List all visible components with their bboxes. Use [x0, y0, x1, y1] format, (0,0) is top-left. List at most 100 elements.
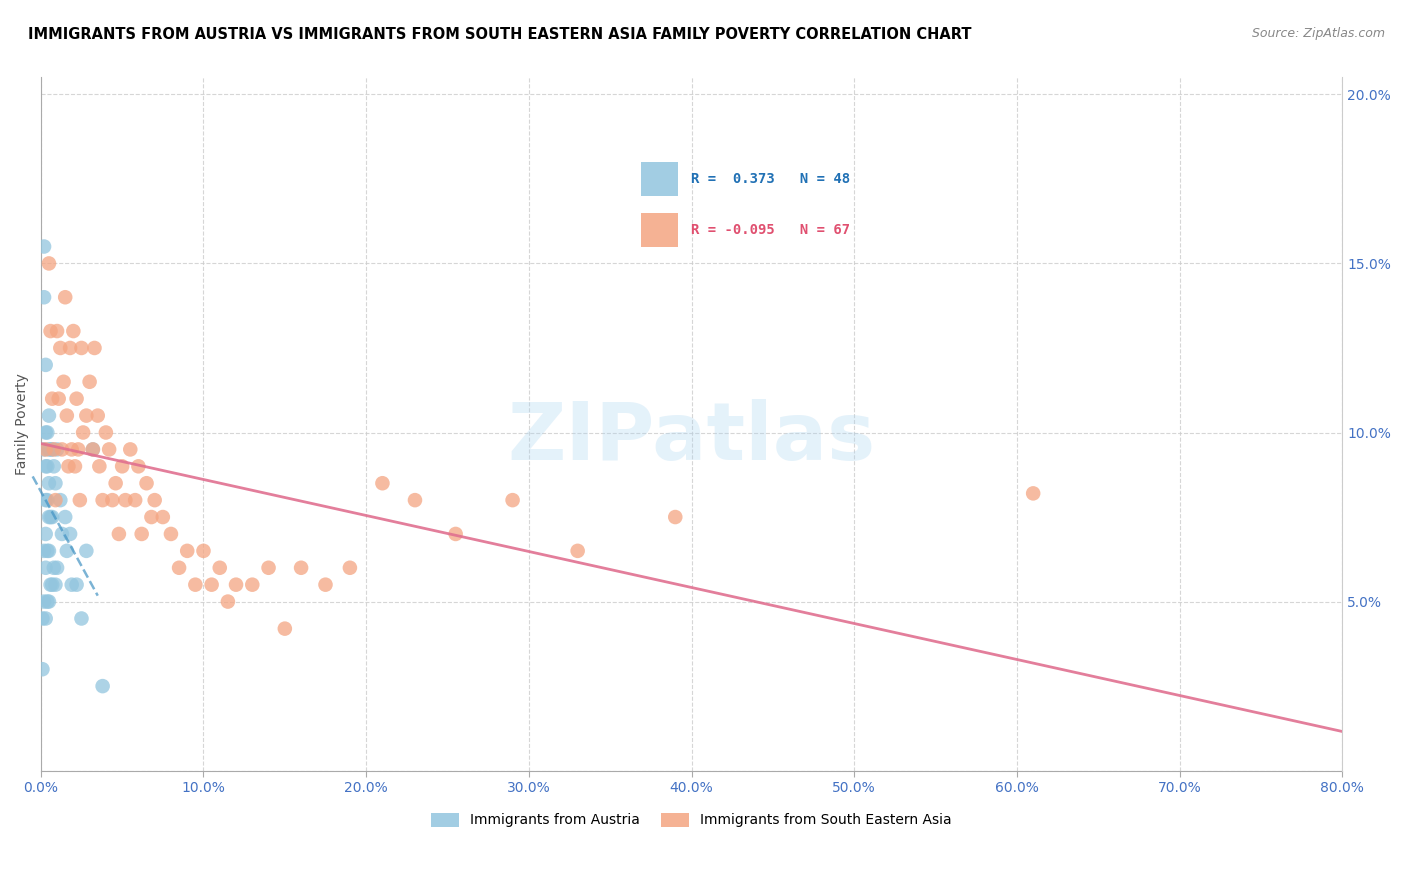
Point — [42, 442, 65, 457]
Point — [87, 409, 110, 423]
Point — [31, 611, 53, 625]
Point — [67, 442, 90, 457]
Point — [46, 561, 69, 575]
Point — [75, 544, 97, 558]
Point — [72, 425, 94, 440]
Point — [38, 510, 60, 524]
Point — [34, 527, 56, 541]
Point — [49, 341, 72, 355]
Point — [104, 476, 127, 491]
Point — [131, 527, 153, 541]
Point — [39, 577, 62, 591]
Point — [42, 459, 65, 474]
Point — [31, 662, 53, 676]
Point — [567, 544, 589, 558]
Point — [58, 459, 80, 474]
Point — [167, 561, 190, 575]
Point — [176, 544, 198, 558]
Point — [404, 493, 426, 508]
Point — [160, 527, 183, 541]
Point — [41, 442, 63, 457]
Point — [41, 392, 63, 406]
Text: ZIPatlas: ZIPatlas — [508, 399, 876, 477]
Point — [46, 442, 69, 457]
Point — [48, 392, 70, 406]
Point — [339, 561, 361, 575]
Point — [290, 561, 312, 575]
Point — [39, 324, 62, 338]
Point — [37, 459, 59, 474]
Point — [32, 442, 55, 457]
Point — [49, 493, 72, 508]
Point — [502, 493, 524, 508]
Point — [217, 594, 239, 608]
Point — [91, 493, 114, 508]
Point — [38, 442, 60, 457]
Point — [98, 442, 121, 457]
Point — [83, 341, 105, 355]
Text: R =  0.373   N = 48: R = 0.373 N = 48 — [690, 172, 851, 186]
Point — [108, 527, 131, 541]
Point — [82, 442, 104, 457]
Bar — [641, 213, 678, 247]
Point — [38, 476, 60, 491]
Point — [39, 442, 62, 457]
Point — [63, 459, 86, 474]
Point — [193, 544, 215, 558]
Point — [124, 493, 146, 508]
Point — [56, 409, 79, 423]
Y-axis label: Family Poverty: Family Poverty — [15, 373, 30, 475]
Point — [52, 375, 75, 389]
Point — [111, 459, 134, 474]
Point — [65, 577, 87, 591]
Point — [37, 425, 59, 440]
Point — [38, 544, 60, 558]
Text: Source: ZipAtlas.com: Source: ZipAtlas.com — [1251, 27, 1385, 40]
Point — [56, 544, 79, 558]
Text: R = -0.095   N = 67: R = -0.095 N = 67 — [690, 224, 851, 237]
Point — [44, 476, 66, 491]
Point — [53, 290, 76, 304]
Point — [152, 510, 174, 524]
Point — [201, 577, 224, 591]
Point — [39, 510, 62, 524]
Point — [62, 324, 84, 338]
Point — [59, 527, 82, 541]
Point — [60, 577, 83, 591]
Point — [44, 493, 66, 508]
Point — [141, 510, 163, 524]
Point — [34, 493, 56, 508]
Point — [51, 527, 73, 541]
Point — [315, 577, 337, 591]
Point — [89, 459, 111, 474]
Point — [69, 493, 91, 508]
Point — [444, 527, 467, 541]
Point — [46, 324, 69, 338]
Point — [51, 442, 73, 457]
Point — [34, 561, 56, 575]
Point — [70, 341, 93, 355]
Point — [240, 577, 263, 591]
Point — [184, 577, 207, 591]
Point — [42, 561, 65, 575]
Point — [32, 544, 55, 558]
Point — [38, 256, 60, 270]
Point — [44, 577, 66, 591]
Point — [79, 375, 101, 389]
Point — [32, 594, 55, 608]
Point — [37, 493, 59, 508]
Point — [257, 561, 280, 575]
Point — [120, 442, 142, 457]
Point — [60, 442, 83, 457]
Point — [101, 493, 124, 508]
Point — [143, 493, 166, 508]
Point — [65, 392, 87, 406]
Point — [32, 239, 55, 253]
Point — [59, 341, 82, 355]
Point — [34, 425, 56, 440]
Point — [274, 622, 297, 636]
Point — [371, 476, 394, 491]
Point — [34, 459, 56, 474]
Point — [75, 409, 97, 423]
Point — [82, 442, 104, 457]
